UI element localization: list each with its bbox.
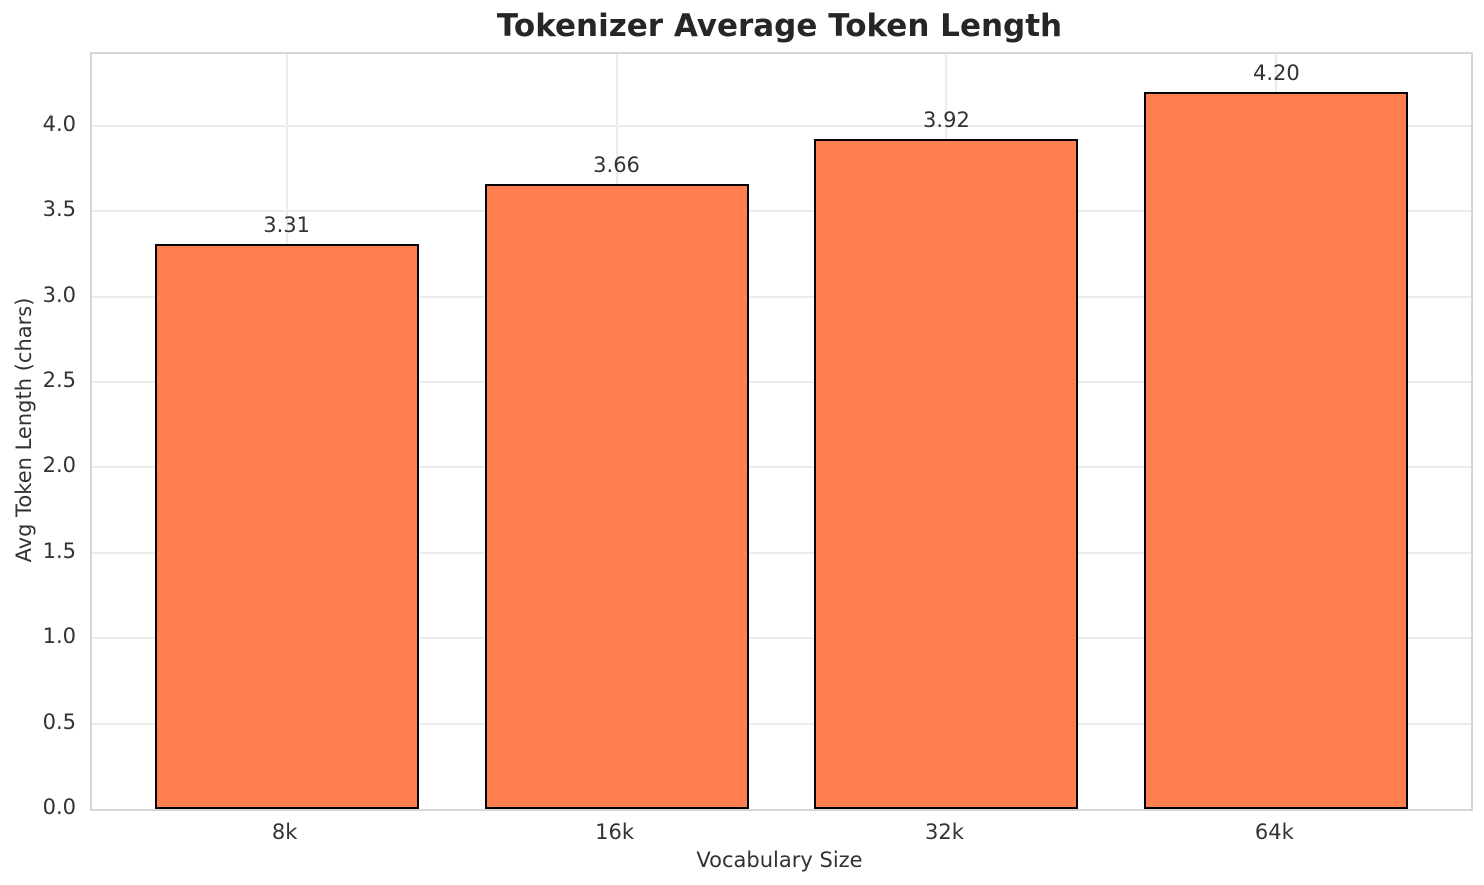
- bar-16k: [484, 183, 749, 809]
- h-gridline-3.5: [92, 210, 1471, 213]
- chart-title: Tokenizer Average Token Length: [496, 8, 1063, 44]
- plot-area: 3.31 3.66 3.92 4.20: [90, 52, 1473, 811]
- bar-value-label-64k: 4.20: [1252, 60, 1300, 85]
- xtick-label-8k: 8k: [271, 820, 298, 844]
- h-gridline-2.5: [92, 380, 1471, 383]
- xtick-label-32k: 32k: [924, 820, 964, 844]
- h-gridline-0.5: [92, 722, 1471, 725]
- h-gridline-2.0: [92, 466, 1471, 469]
- bar-value-label-32k: 3.92: [923, 108, 970, 133]
- bar-value-label-16k: 3.66: [593, 152, 640, 177]
- h-gridline-1.0: [92, 637, 1471, 640]
- bar-8k: [154, 243, 419, 809]
- ytick-label-1.0: 1.0: [42, 624, 76, 649]
- h-gridline-4.0: [92, 124, 1471, 127]
- xtick-label-64k: 64k: [1254, 820, 1294, 844]
- xtick-label-16k: 16k: [595, 820, 634, 844]
- h-gridline-1.5: [92, 551, 1471, 554]
- ytick-label-3.5: 3.5: [42, 197, 76, 222]
- h-gridline-3.0: [92, 295, 1471, 298]
- ytick-label-2.0: 2.0: [42, 453, 76, 478]
- bar-64k: [1144, 91, 1409, 809]
- ytick-label-2.5: 2.5: [42, 367, 76, 392]
- ytick-label-3.0: 3.0: [42, 282, 76, 307]
- bar-32k: [814, 139, 1079, 809]
- ytick-label-4.0: 4.0: [42, 111, 76, 136]
- y-axis-label: Avg Token Length (chars): [12, 297, 36, 563]
- x-axis-label: Vocabulary Size: [696, 848, 863, 872]
- ytick-label-1.5: 1.5: [42, 538, 76, 563]
- bar-value-label-8k: 3.31: [263, 212, 311, 237]
- ytick-label-0.0: 0.0: [42, 795, 76, 819]
- ytick-label-0.5: 0.5: [42, 709, 76, 734]
